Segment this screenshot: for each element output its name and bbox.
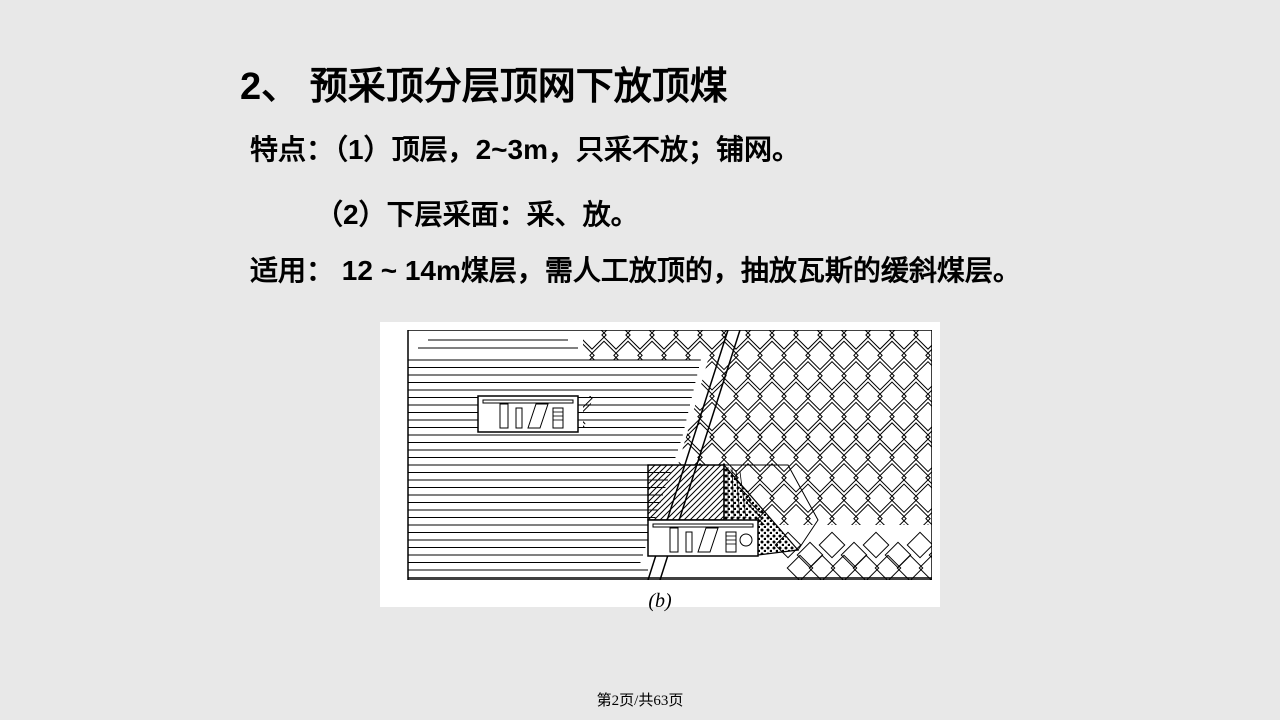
diagram-container: (b): [380, 322, 940, 607]
application-text: 适用： 12 ~ 14m煤层，需人工放顶的，抽放瓦斯的缓斜煤层。: [240, 251, 1120, 292]
feature-line1: 特点：（1）顶层，2~3m，只采不放；铺网。: [240, 128, 1120, 168]
slide-title: 2、 预采顶分层顶网下放顶煤: [240, 55, 1120, 110]
diagram-label: (b): [388, 590, 932, 613]
feature-line2: （2）下层采面：采、放。: [240, 193, 1120, 233]
page-number: 第2页/共63页: [597, 689, 684, 710]
mining-diagram: [388, 330, 932, 580]
